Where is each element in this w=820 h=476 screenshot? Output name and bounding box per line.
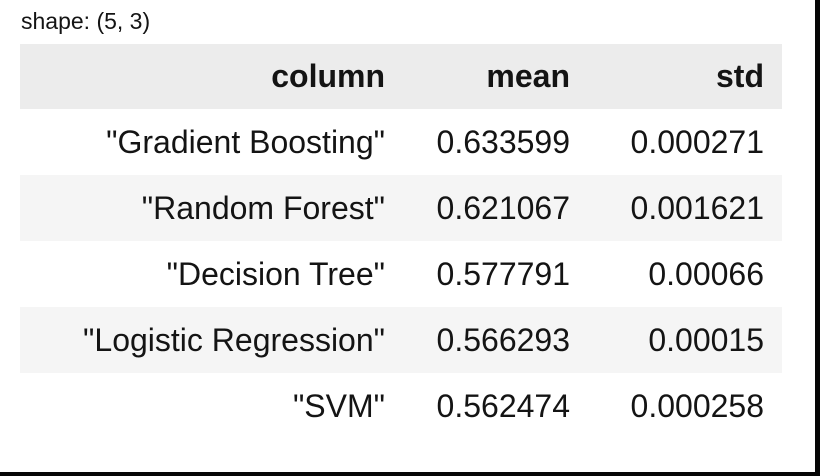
cell-mean: 0.633599 bbox=[403, 109, 588, 175]
table-row: "Logistic Regression" 0.566293 0.00015 bbox=[20, 307, 782, 373]
cell-mean: 0.562474 bbox=[403, 373, 588, 439]
table-row: "Decision Tree" 0.577791 0.00066 bbox=[20, 241, 782, 307]
pane-edge-right bbox=[815, 0, 820, 476]
cell-column: "Decision Tree" bbox=[20, 241, 403, 307]
header-mean: mean bbox=[403, 44, 588, 109]
cell-mean: 0.566293 bbox=[403, 307, 588, 373]
cell-std: 0.000271 bbox=[588, 109, 782, 175]
header-std: std bbox=[588, 44, 782, 109]
cell-column: "SVM" bbox=[20, 373, 403, 439]
pane-edge-bottom bbox=[0, 472, 820, 476]
header-row: column mean std bbox=[20, 44, 782, 109]
dataframe-table: column mean std "Gradient Boosting" 0.63… bbox=[20, 44, 782, 439]
table-row: "Gradient Boosting" 0.633599 0.000271 bbox=[20, 109, 782, 175]
cell-std: 0.00015 bbox=[588, 307, 782, 373]
cell-std: 0.001621 bbox=[588, 175, 782, 241]
table-row: "Random Forest" 0.621067 0.001621 bbox=[20, 175, 782, 241]
cell-std: 0.00066 bbox=[588, 241, 782, 307]
cell-mean: 0.621067 bbox=[403, 175, 588, 241]
header-column: column bbox=[20, 44, 403, 109]
table-row: "SVM" 0.562474 0.000258 bbox=[20, 373, 782, 439]
cell-std: 0.000258 bbox=[588, 373, 782, 439]
shape-label: shape: (5, 3) bbox=[21, 8, 151, 34]
cell-column: "Logistic Regression" bbox=[20, 307, 403, 373]
cell-column: "Random Forest" bbox=[20, 175, 403, 241]
cell-column: "Gradient Boosting" bbox=[20, 109, 403, 175]
cell-mean: 0.577791 bbox=[403, 241, 588, 307]
